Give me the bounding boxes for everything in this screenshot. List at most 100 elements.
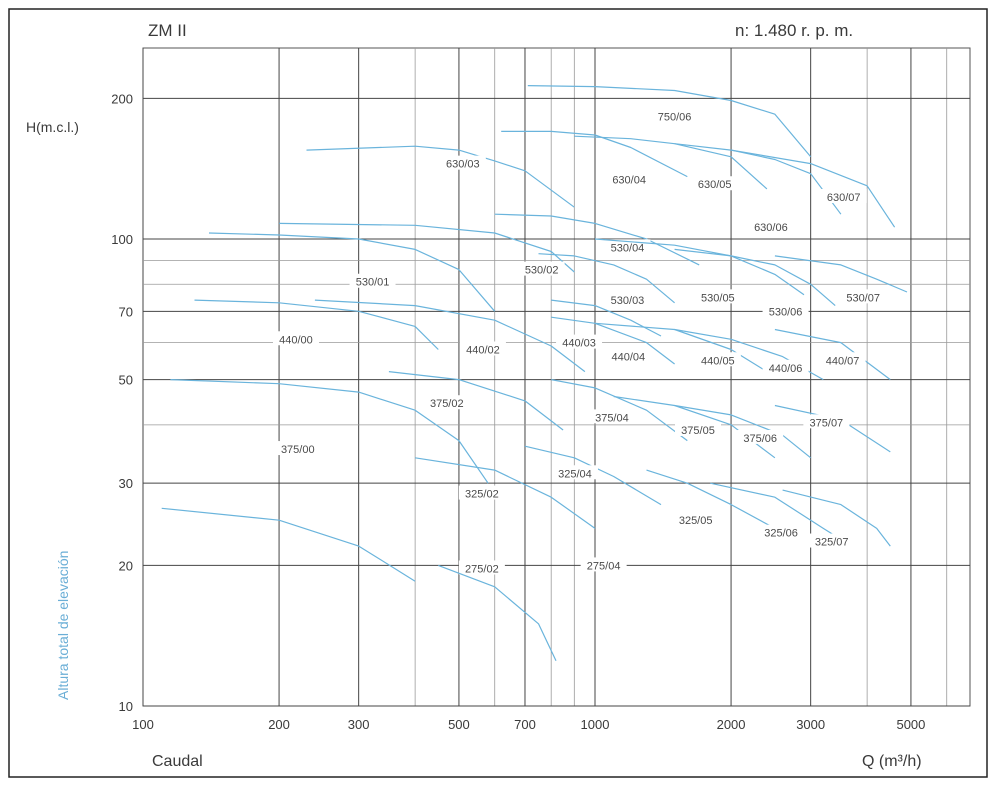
curve-label-bg [737, 429, 784, 444]
curve-375-04 [551, 379, 688, 442]
curve-label-bg [518, 261, 565, 276]
curve-label-bg [272, 331, 319, 346]
curve-label-bg [458, 485, 505, 500]
curve-630-03 [306, 145, 575, 208]
curve-label-bg [758, 524, 805, 539]
curve-530-01 [208, 232, 496, 312]
curve-275-02 [161, 507, 416, 582]
curve-label: 630/07 [827, 192, 861, 204]
curve-label-bg [439, 155, 486, 170]
x-tick-label: 1000 [581, 717, 610, 732]
curve-label-bg [604, 292, 651, 307]
curve-label-bg [274, 441, 321, 456]
x-axis-title-right: Q (m³/h) [862, 753, 922, 770]
curve-325-07 [782, 489, 891, 547]
curve-440-02 [314, 299, 586, 373]
curve-label-bg [819, 352, 866, 367]
x-tick-label: 2000 [717, 717, 746, 732]
curve-label-bg [820, 189, 867, 204]
curve-label-bg [651, 108, 698, 123]
axis-ticks: 100 200 300 500 700 1000 2000 3000 5000 10 20 30 50 7… [111, 91, 925, 732]
curve-label: 275/02 [465, 563, 499, 575]
x-tick-label: 300 [348, 717, 370, 732]
chart-title: ZM II [148, 21, 187, 40]
x-tick-label: 200 [268, 717, 290, 732]
curve-label-bg [762, 359, 809, 374]
curve-label-bg [606, 171, 653, 186]
performance-curves: 750/06 630/03 630/04 630/05 630/06 630/07 530/… [161, 85, 908, 661]
curve-label: 375/04 [595, 412, 629, 424]
x-tick-label: 100 [132, 717, 154, 732]
curve-label-bg [803, 414, 850, 429]
curve-530-02 [279, 222, 575, 273]
y-tick-label: 100 [111, 232, 133, 247]
curve-label-bg [458, 560, 505, 575]
curve-label: 530/07 [846, 292, 880, 304]
curve-label: 440/05 [701, 355, 735, 367]
curve-label: 440/00 [279, 334, 313, 346]
curve-label: 375/00 [281, 444, 315, 456]
curve-375-06 [674, 404, 812, 459]
curve-label-bg [556, 334, 603, 349]
curve-530-04 [494, 213, 700, 266]
curve-label: 530/01 [356, 277, 390, 289]
curve-440-07 [774, 328, 891, 381]
y-tick-label: 200 [111, 91, 133, 106]
curve-label-bg [840, 289, 887, 304]
curve-label: 530/02 [525, 265, 559, 277]
curve-label-bg [808, 533, 855, 548]
curve-label-bg [588, 409, 635, 424]
curve-label: 530/06 [769, 306, 803, 318]
curve-label: 530/03 [611, 295, 645, 307]
curve-750-06 [527, 85, 812, 158]
curve-label: 530/04 [611, 242, 645, 254]
curve-label: 530/05 [701, 292, 735, 304]
curve-label-bg [580, 557, 627, 572]
curve-530-06 [674, 248, 836, 307]
y-tick-label: 50 [119, 373, 133, 388]
curve-label: 325/05 [679, 515, 713, 527]
plot-area [142, 47, 971, 707]
y-tick-label: 30 [119, 476, 133, 491]
curve-label-bg [747, 219, 794, 234]
curve-label: 375/07 [810, 417, 844, 429]
curve-440-05 [594, 322, 768, 373]
curve-440-00 [194, 299, 439, 350]
curve-label: 630/05 [698, 179, 732, 191]
curve-label: 440/06 [769, 363, 803, 375]
curve-375-02 [388, 371, 564, 431]
curve-label: 630/03 [446, 159, 480, 171]
curve-label-bg [551, 465, 598, 480]
curve-325-02 [415, 457, 596, 529]
curve-label: 325/07 [815, 537, 849, 549]
curve-630-06 [674, 143, 842, 215]
curve-275-04 [438, 564, 557, 661]
curve-label-bg [605, 348, 652, 363]
x-tick-label: 700 [514, 717, 536, 732]
curve-label: 325/04 [558, 468, 592, 480]
curve-label: 325/06 [764, 528, 798, 540]
curve-label-bg [694, 352, 741, 367]
curve-label: 325/02 [465, 489, 499, 501]
y-tick-label: 20 [119, 558, 133, 573]
curve-label-bg [691, 176, 738, 191]
x-tick-label: 3000 [796, 717, 825, 732]
curve-label: 630/04 [612, 175, 646, 187]
y-axis-title-side: Altura total de elevación [55, 551, 71, 700]
curve-440-04 [551, 316, 675, 365]
curve-label-bg [423, 395, 470, 410]
curve-label: 440/03 [562, 338, 596, 350]
curve-label: 440/04 [611, 352, 645, 364]
curve-325-05 [646, 469, 776, 529]
curve-label: 750/06 [658, 111, 692, 123]
x-tick-label: 500 [448, 717, 470, 732]
curve-label: 375/06 [743, 433, 777, 445]
y-tick-label: 10 [119, 699, 133, 714]
curve-label: 275/04 [587, 560, 621, 572]
x-tick-label: 5000 [896, 717, 925, 732]
curve-label: 375/02 [430, 398, 464, 410]
chart-subtitle: n: 1.480 r. p. m. [735, 21, 853, 40]
x-axis-title-left: Caudal [152, 753, 203, 770]
curve-label-bg [672, 512, 719, 527]
